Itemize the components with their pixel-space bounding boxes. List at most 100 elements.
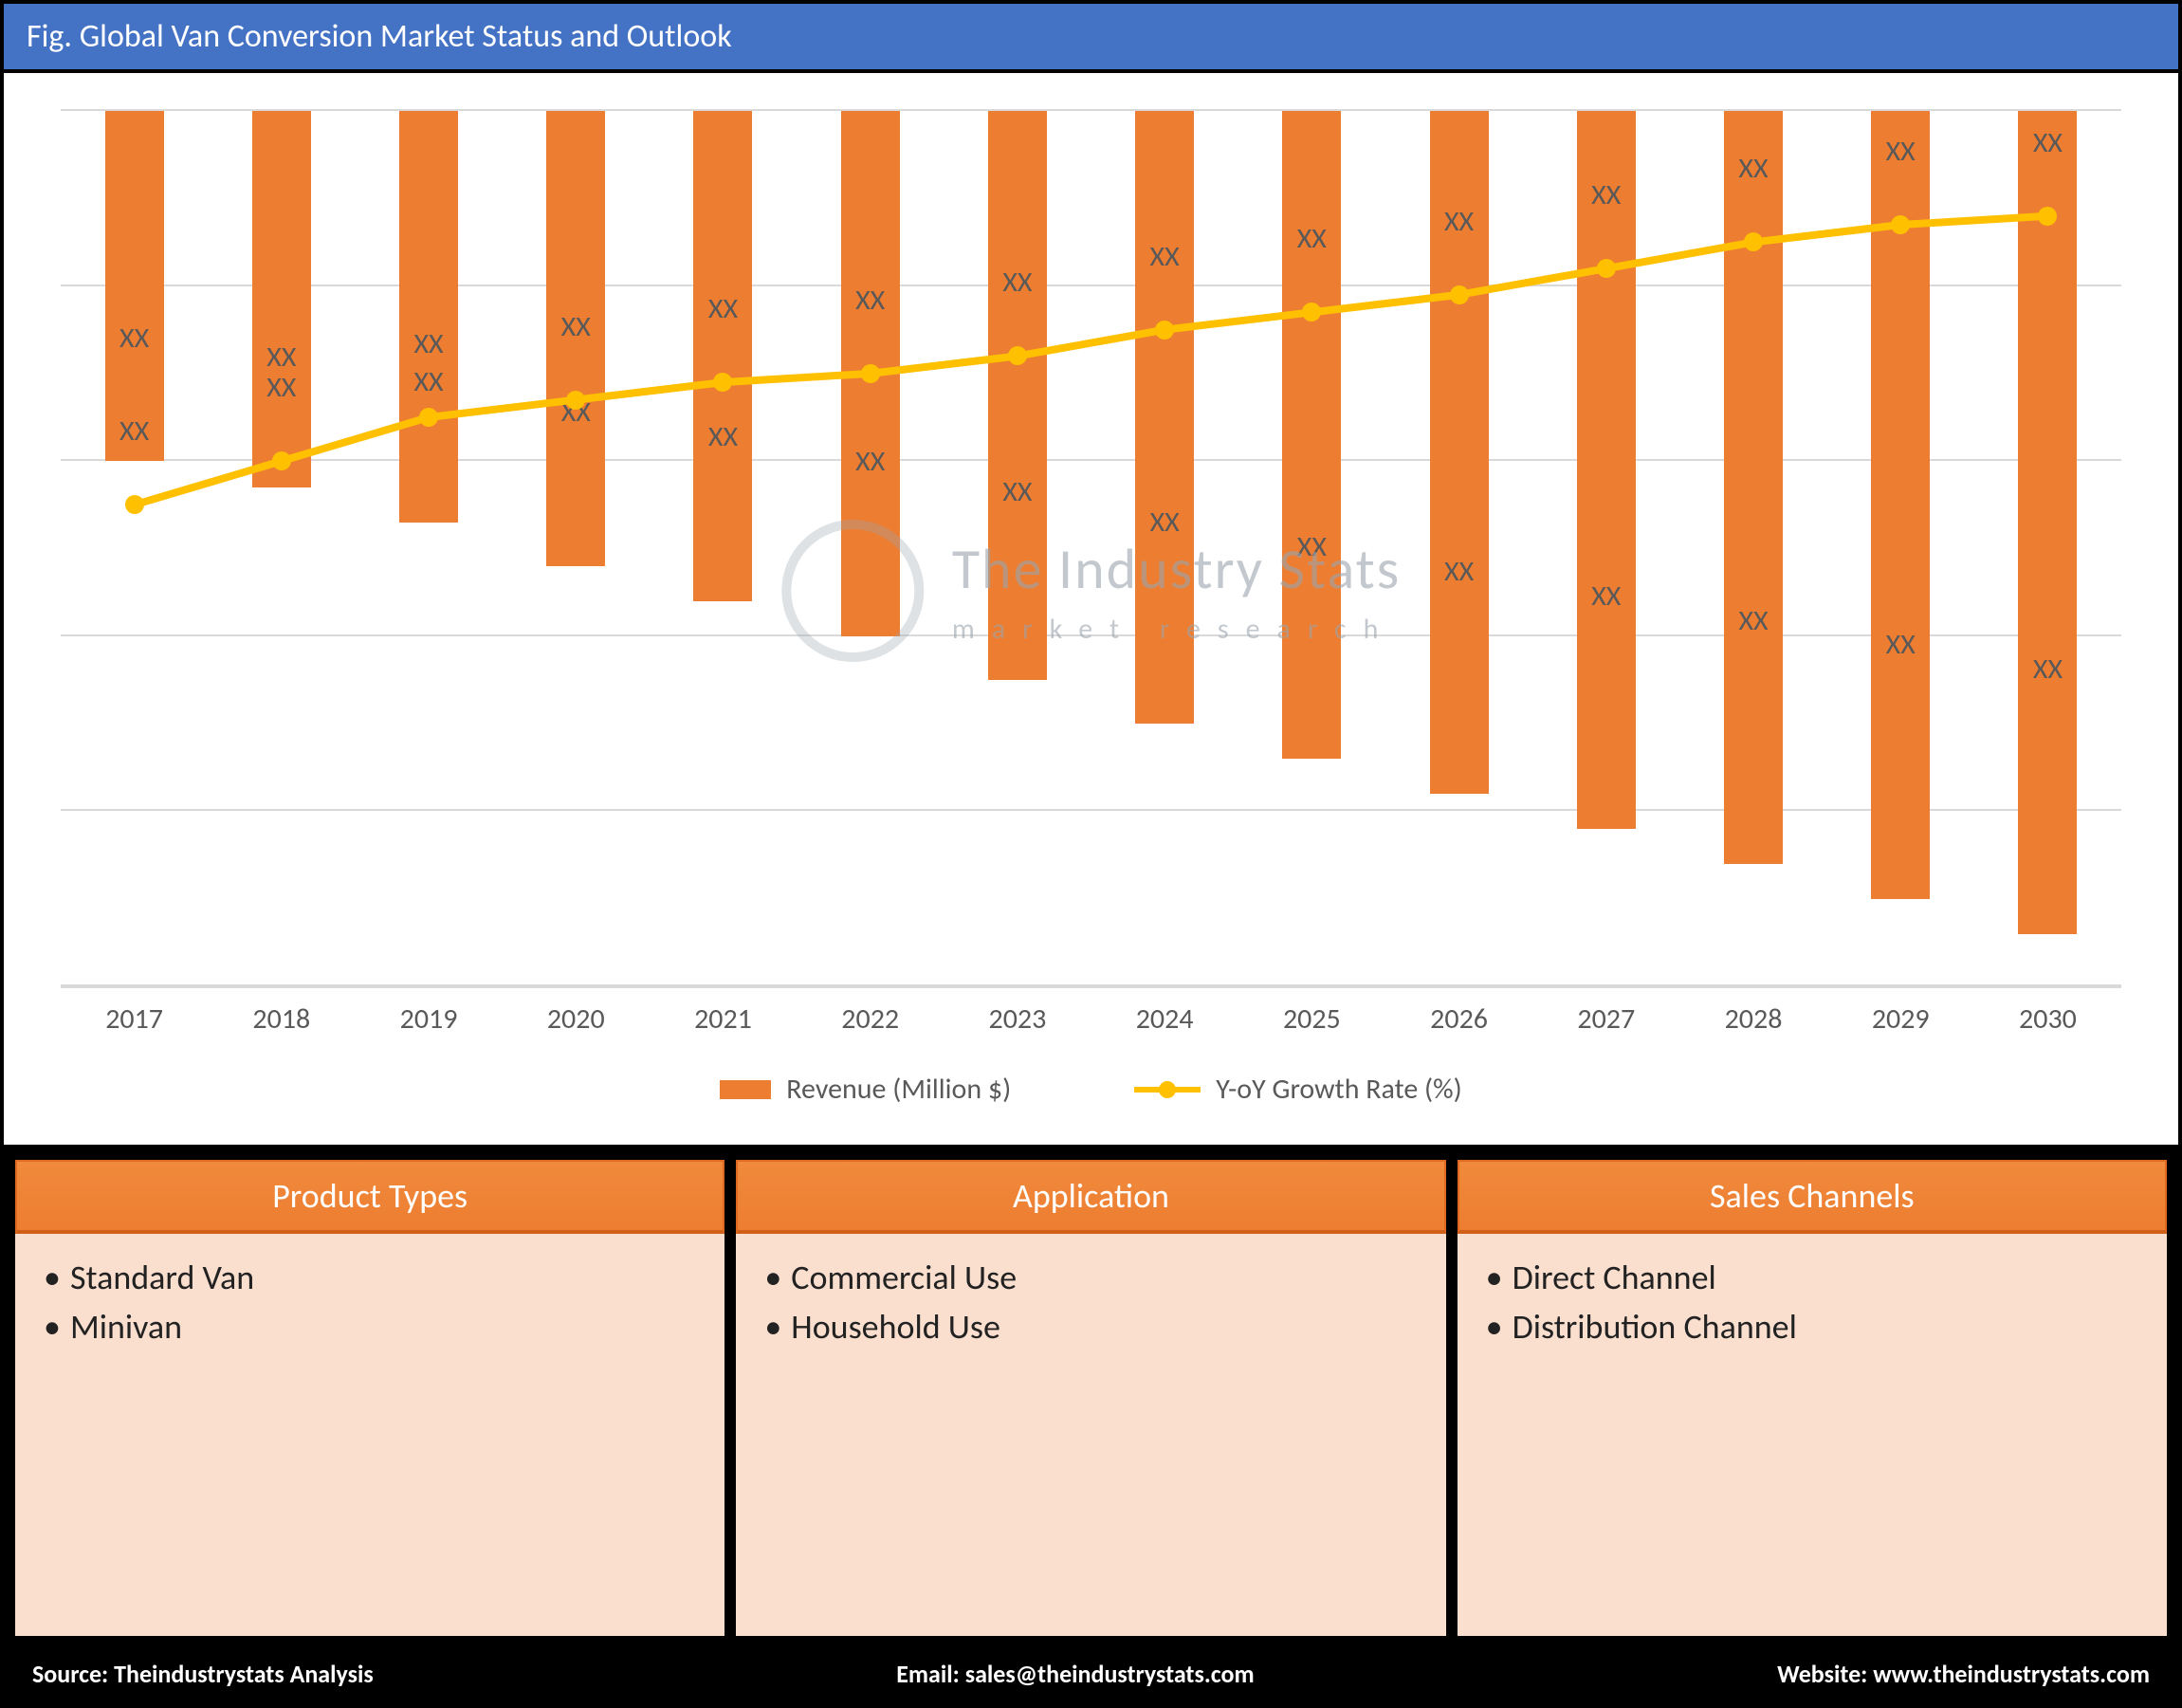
legend-bar-swatch xyxy=(720,1080,771,1099)
legend-line-swatch xyxy=(1134,1087,1201,1093)
panel-list: Standard VanMinivan xyxy=(44,1257,696,1348)
panel-header: Product Types xyxy=(15,1160,724,1234)
figure-container: Fig. Global Van Conversion Market Status… xyxy=(0,0,2182,1708)
footer-email: Email: sales@theindustrystats.com xyxy=(896,1659,1254,1689)
x-tick-label: 2024 xyxy=(1091,988,1238,1043)
growth-point-label: XX xyxy=(119,413,149,449)
bar-value-label: XX xyxy=(1297,529,1327,564)
revenue-bar: XX xyxy=(105,111,164,461)
plot-inner: XXXXXXXXXXXXXXXXXXXXXXXXXXXXXXXXXXXXXXXX… xyxy=(61,111,2121,986)
bar-value-label: XX xyxy=(2033,652,2063,687)
panel-list: Direct Channel Distribution Channel xyxy=(1486,1257,2138,1348)
revenue-bar: XX xyxy=(1724,111,1783,864)
growth-point-label: XX xyxy=(1444,204,1474,239)
info-panel: ApplicationCommercial UseHousehold Use xyxy=(736,1160,1445,1636)
chart-plot: XXXXXXXXXXXXXXXXXXXXXXXXXXXXXXXXXXXXXXXX… xyxy=(42,101,2140,1043)
revenue-bar: XX xyxy=(2018,111,2077,934)
growth-marker xyxy=(1450,285,1469,304)
x-tick-label: 2023 xyxy=(944,988,1091,1043)
x-tick-label: 2027 xyxy=(1532,988,1679,1043)
x-tick-label: 2025 xyxy=(1238,988,1385,1043)
bar-value-label: XX xyxy=(1150,505,1180,540)
x-axis: 2017201820192020202120222023202420252026… xyxy=(61,986,2121,1043)
growth-marker xyxy=(861,364,880,383)
growth-point-label: XX xyxy=(413,326,443,361)
growth-point-label: XX xyxy=(2033,125,2063,160)
growth-point-label: XX xyxy=(708,291,738,326)
panel-body: Direct Channel Distribution Channel xyxy=(1458,1234,2167,1636)
bar-wrap: XX xyxy=(1827,111,1974,986)
panel-body: Commercial Use Household Use xyxy=(736,1234,1445,1636)
growth-marker xyxy=(125,495,144,514)
revenue-bar: XX xyxy=(1282,111,1341,759)
growth-marker xyxy=(1597,259,1616,278)
revenue-bar: XX xyxy=(399,111,458,523)
revenue-bar: XX xyxy=(252,111,311,487)
figure-footer: Source: Theindustrystats Analysis Email:… xyxy=(4,1647,2178,1704)
bar-value-label: XX xyxy=(1444,554,1474,589)
bar-wrap: XX xyxy=(650,111,797,986)
x-tick-label: 2026 xyxy=(1385,988,1532,1043)
panel-header: Sales Channels xyxy=(1458,1160,2167,1234)
panel-list-item: Distribution Channel xyxy=(1486,1306,2138,1348)
growth-point-label: XX xyxy=(1591,177,1621,212)
growth-point-label: XX xyxy=(1738,151,1768,186)
chart-area: XXXXXXXXXXXXXXXXXXXXXXXXXXXXXXXXXXXXXXXX… xyxy=(4,73,2178,1145)
growth-point-label: XX xyxy=(266,370,296,405)
growth-point-label: XX xyxy=(855,283,885,318)
revenue-bar: XX xyxy=(988,111,1047,680)
panel-list-item: Standard Van xyxy=(44,1257,696,1298)
legend-revenue-label: Revenue (Million $) xyxy=(786,1072,1011,1107)
legend-growth-label: Y-oY Growth Rate (%) xyxy=(1216,1072,1461,1107)
x-tick-label: 2020 xyxy=(503,988,650,1043)
info-panels: Product TypesStandard VanMinivanApplicat… xyxy=(4,1145,2178,1647)
revenue-bar: XX xyxy=(1577,111,1636,829)
revenue-bar: XX xyxy=(1135,111,1194,724)
bar-wrap: XX xyxy=(797,111,944,986)
growth-point-label: XX xyxy=(561,308,591,343)
growth-marker xyxy=(566,391,585,410)
bar-wrap: XX xyxy=(1385,111,1532,986)
bar-wrap: XX xyxy=(208,111,355,986)
bar-value-label: XX xyxy=(119,321,149,356)
info-panel: Product Types Standard VanMinivan xyxy=(15,1160,724,1636)
bar-value-label: XX xyxy=(1591,579,1621,614)
bar-value-label: XX xyxy=(855,444,885,479)
bar-wrap: XX xyxy=(1974,111,2121,986)
panel-list-item: Commercial Use xyxy=(764,1257,1417,1298)
legend-growth: Y-oY Growth Rate (%) xyxy=(1134,1072,1461,1107)
panel-list: Commercial Use Household Use xyxy=(764,1257,1417,1348)
legend-revenue: Revenue (Million $) xyxy=(720,1072,1011,1107)
bars-group: XX XX XX XX XX XX XX XX XX XX XX XX XX XX xyxy=(61,111,2121,986)
bar-value-label: XX xyxy=(708,419,738,454)
growth-point-label: XX xyxy=(1297,221,1327,256)
bar-wrap: XX xyxy=(503,111,650,986)
bar-wrap: XX xyxy=(355,111,502,986)
x-tick-label: 2017 xyxy=(61,988,208,1043)
bar-value-label: XX xyxy=(1886,627,1916,662)
x-tick-label: 2022 xyxy=(797,988,944,1043)
growth-marker xyxy=(419,408,438,427)
panel-list-item: Direct Channel xyxy=(1486,1257,2138,1298)
x-tick-label: 2019 xyxy=(355,988,502,1043)
growth-marker xyxy=(1155,321,1174,340)
x-tick-label: 2018 xyxy=(208,988,355,1043)
bar-wrap: XX xyxy=(1532,111,1679,986)
chart-legend: Revenue (Million $) Y-oY Growth Rate (%) xyxy=(42,1053,2140,1135)
x-tick-label: 2021 xyxy=(650,988,797,1043)
footer-website: Website: www.theindustrystats.com xyxy=(1777,1659,2150,1689)
growth-point-label: XX xyxy=(1002,265,1032,300)
revenue-bar: XX xyxy=(693,111,752,601)
panel-list-item: Household Use xyxy=(764,1306,1417,1348)
bar-value-label: XX xyxy=(413,364,443,399)
figure-title: Fig. Global Van Conversion Market Status… xyxy=(4,4,2178,73)
bar-wrap: XX xyxy=(61,111,208,986)
x-tick-label: 2029 xyxy=(1827,988,1974,1043)
bar-wrap: XX xyxy=(944,111,1091,986)
growth-point-label: XX xyxy=(1886,134,1916,169)
info-panel: Sales Channels Direct Channel Distribution… xyxy=(1458,1160,2167,1636)
bar-value-label: XX xyxy=(1738,603,1768,638)
panel-body: Standard VanMinivan xyxy=(15,1234,724,1636)
growth-point-label: XX xyxy=(1150,239,1180,274)
x-tick-label: 2030 xyxy=(1974,988,2121,1043)
